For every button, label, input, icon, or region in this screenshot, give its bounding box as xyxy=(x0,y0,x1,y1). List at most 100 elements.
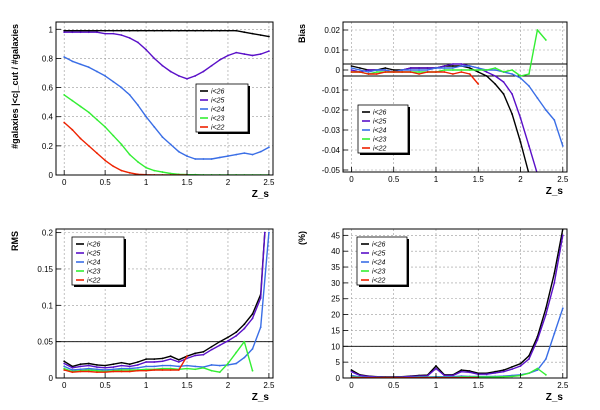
legend-entry: i<22 xyxy=(87,278,101,285)
data-point xyxy=(268,231,270,234)
data-point xyxy=(177,75,180,77)
data-point xyxy=(350,67,353,69)
data-point xyxy=(426,67,429,69)
data-point xyxy=(194,29,197,32)
data-point xyxy=(136,29,139,32)
data-point xyxy=(251,369,254,372)
y-tick-label: 0.8 xyxy=(42,54,54,63)
data-point xyxy=(243,327,246,330)
data-point xyxy=(63,369,66,371)
data-point xyxy=(153,126,156,128)
data-point xyxy=(112,80,115,83)
data-point xyxy=(145,115,147,118)
x-tick-label: 1.5 xyxy=(473,175,485,184)
data-point xyxy=(494,75,497,77)
data-point xyxy=(177,361,180,363)
data-point xyxy=(169,29,172,32)
data-point xyxy=(202,158,205,160)
data-point xyxy=(227,29,229,32)
data-point xyxy=(218,364,221,367)
data-point xyxy=(71,371,74,374)
y-tick-label: 1 xyxy=(49,25,54,34)
series-line-ilt22 xyxy=(351,71,479,85)
data-point xyxy=(243,31,246,34)
data-point xyxy=(227,336,229,339)
data-point xyxy=(153,361,156,363)
data-point xyxy=(87,66,90,69)
data-point xyxy=(194,158,197,160)
legend: i<26 i<25 i<24 i<23 i<22 xyxy=(356,236,408,286)
data-point xyxy=(350,69,353,71)
data-point xyxy=(494,83,497,85)
y-tick-label: -0.01 xyxy=(322,86,341,95)
data-point xyxy=(169,355,172,358)
data-point xyxy=(128,367,131,370)
data-point xyxy=(553,272,556,275)
data-point xyxy=(104,371,107,374)
data-point xyxy=(350,370,353,373)
data-point xyxy=(460,370,463,373)
data-point xyxy=(177,29,180,32)
data-point xyxy=(218,58,221,61)
legend-entry: i<25 xyxy=(211,98,225,105)
data-point xyxy=(210,345,213,348)
data-point xyxy=(169,143,172,146)
data-point xyxy=(194,365,197,368)
series-group xyxy=(63,29,270,175)
data-point xyxy=(96,152,98,155)
data-point xyxy=(460,69,463,71)
data-point xyxy=(145,29,147,32)
x-tick-label: 2 xyxy=(518,175,523,184)
y-axis-label: RMS xyxy=(10,231,20,251)
legend-entry: i<23 xyxy=(372,269,386,276)
data-point xyxy=(87,29,90,32)
legend-entry: i<22 xyxy=(211,125,225,132)
data-point xyxy=(96,366,98,368)
data-point xyxy=(136,41,139,44)
data-point xyxy=(443,374,446,377)
series-line-ilt24 xyxy=(63,232,270,371)
data-point xyxy=(112,370,115,373)
data-point xyxy=(87,31,90,34)
data-point xyxy=(227,362,229,365)
x-tick-label: 0 xyxy=(62,381,67,390)
legend-entry: i<24 xyxy=(372,260,386,267)
data-point xyxy=(426,374,429,377)
data-point xyxy=(561,307,564,310)
x-tick-label: 0 xyxy=(349,175,354,184)
data-point xyxy=(251,54,254,57)
data-point xyxy=(451,69,454,71)
data-point xyxy=(79,29,82,32)
data-point xyxy=(485,71,488,73)
x-axis-label: Z_s xyxy=(252,189,270,200)
y-tick-label: 25 xyxy=(331,295,340,304)
data-point xyxy=(485,75,488,77)
data-point xyxy=(136,369,139,372)
data-point xyxy=(494,370,497,373)
data-point xyxy=(243,356,246,359)
data-point xyxy=(186,155,188,157)
data-point xyxy=(392,71,395,73)
data-point xyxy=(136,361,139,363)
data-point xyxy=(528,73,530,75)
x-tick-label: 2 xyxy=(226,178,231,187)
data-point xyxy=(218,371,221,374)
data-point xyxy=(210,369,213,372)
data-point xyxy=(112,366,115,368)
data-point xyxy=(136,160,139,163)
data-point xyxy=(536,97,539,99)
data-point xyxy=(511,93,513,95)
data-point xyxy=(169,367,172,370)
x-tick-label: 1 xyxy=(434,381,439,390)
data-point xyxy=(63,29,66,32)
legend: i<26 i<25 i<24 i<23 i<22 xyxy=(71,236,125,286)
data-point xyxy=(104,29,107,32)
data-point xyxy=(210,64,213,67)
data-point xyxy=(494,376,497,378)
data-point xyxy=(443,67,446,69)
data-point xyxy=(79,363,82,366)
data-point xyxy=(177,369,180,371)
y-tick-label: 0 xyxy=(49,374,54,383)
data-point xyxy=(511,113,513,115)
data-point xyxy=(392,69,395,71)
